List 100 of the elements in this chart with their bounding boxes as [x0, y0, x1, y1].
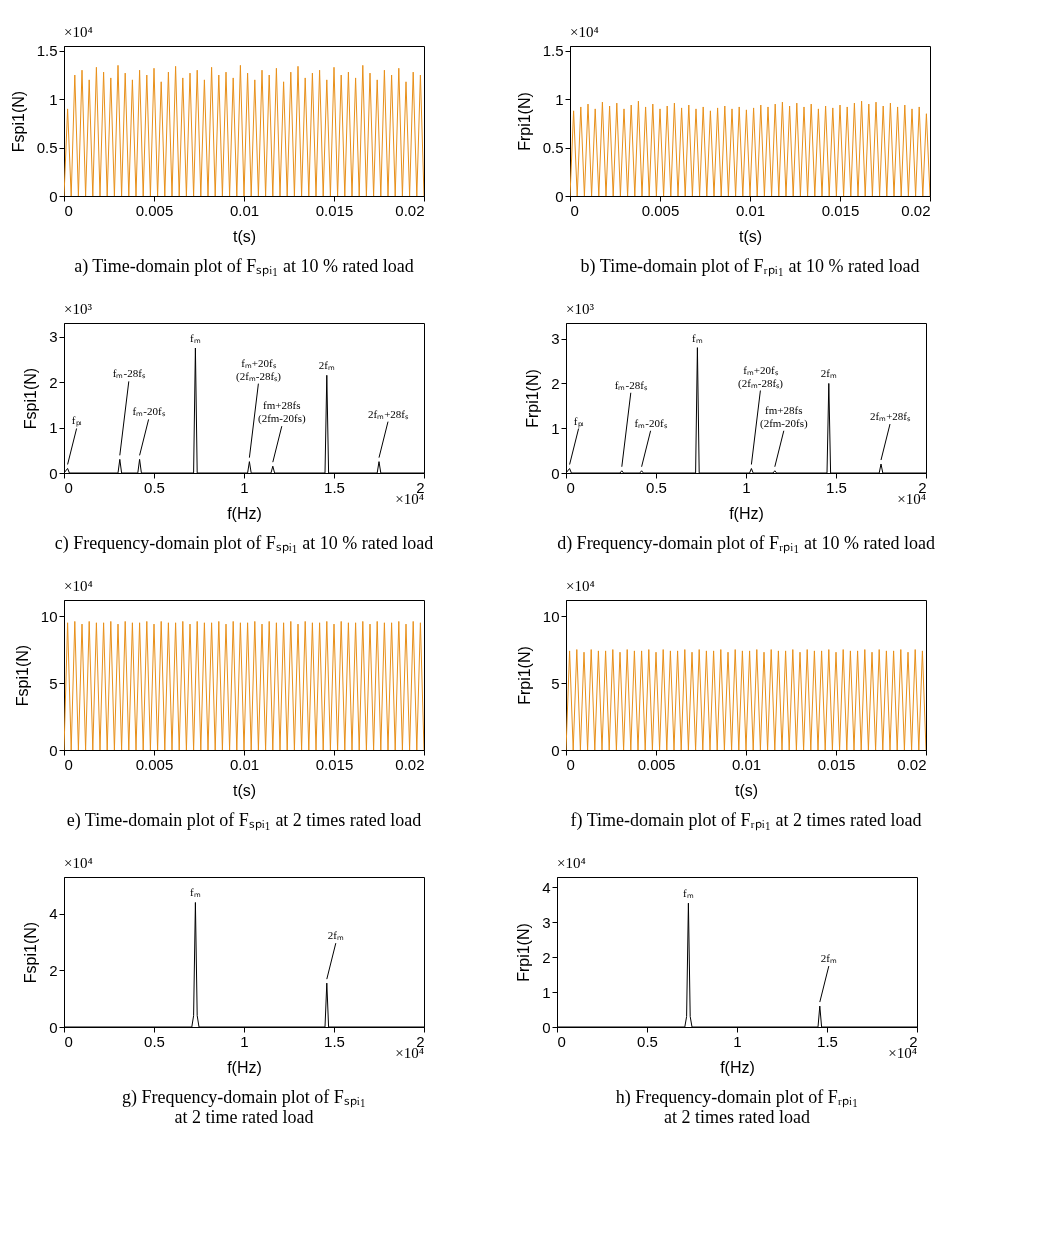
text: ×10³ [566, 301, 595, 317]
text: a) Time-domain plot of Fₛₚᵢ₁ at 10 % rated load [74, 256, 414, 277]
text: ×10⁴ [557, 855, 586, 871]
x-tick-label: 0.005 [637, 755, 676, 773]
y-tick-label: 0.5 [36, 139, 58, 157]
y-tick-label: 1.5 [542, 42, 564, 60]
x-tick-label: 0.5 [144, 478, 165, 496]
text: g) Frequency-domain plot of Fₛₚᵢ₁ at 2 time rated load [121, 1087, 367, 1127]
x-tick-label: 0.015 [315, 755, 354, 773]
x-tick-label: 0.02 [901, 201, 931, 219]
y-tick-label: 0 [551, 741, 560, 759]
line-series [64, 620, 424, 750]
x-tick-label: 0.015 [315, 201, 354, 219]
x-tick-label: 0.005 [135, 755, 174, 773]
x-axis-title: t(s) [734, 781, 759, 799]
annotation: fₚᵢ [71, 414, 82, 428]
text: e) Time-domain plot of Fₛₚᵢ₁ at 2 times rated load [66, 810, 422, 831]
x-tick-label: 0.01 [229, 201, 260, 219]
text: ×10⁴ [64, 578, 93, 594]
x-tick-label: 1 [240, 1032, 249, 1050]
x-tick-label: 0 [64, 201, 73, 219]
annotation: fₘ [190, 332, 201, 344]
text: ×10⁴ [570, 24, 599, 40]
y-axis-title: Fspi1(N) [22, 921, 40, 984]
x-tick-label: 1.5 [324, 1032, 345, 1050]
x-tick-label: 0.5 [637, 1032, 658, 1050]
y-axis-title: Fspi1(N) [22, 367, 40, 430]
text: c) Frequency-domain plot of Fₛₚᵢ₁ at 10 % rated load [54, 533, 434, 554]
x-tick-label: 0 [566, 478, 575, 496]
x-tick-label: 0.5 [646, 478, 667, 496]
line-series [64, 64, 424, 196]
annotation: fₘ [190, 886, 201, 899]
annotation: fₘ+20fₛ (2fₘ-28fₛ) [737, 363, 784, 390]
y-tick-label: 0.5 [542, 139, 564, 157]
y-tick-label: 10 [542, 607, 560, 625]
x-tick-label: 0 [566, 755, 575, 773]
annotation: fₘ-28fₛ [614, 378, 648, 391]
text: ×10⁴ [566, 578, 595, 594]
x-tick-label: 0.01 [229, 755, 260, 773]
x-tick-label: 0.01 [731, 755, 762, 773]
annotation: 2fₘ+28fₛ [367, 407, 410, 420]
annotation: fₘ-20fₛ [634, 416, 668, 429]
x-axis-title: f(Hz) [720, 1058, 755, 1076]
y-tick-label: 5 [551, 674, 560, 692]
y-tick-label: 10 [40, 607, 58, 625]
line-series [566, 649, 926, 750]
x-axis-title: t(s) [738, 227, 763, 245]
annotation: fₘ-28fₛ [112, 367, 146, 380]
y-tick-label: 0 [49, 187, 58, 205]
annotation: 2fₘ [327, 929, 344, 942]
y-tick-label: 1.5 [36, 42, 58, 60]
x-tick-label: 0.02 [395, 755, 425, 773]
y-tick-label: 1 [555, 90, 564, 108]
annotation: fₚᵢ [573, 414, 584, 428]
y-tick-label: 2 [49, 961, 58, 979]
x-tick-label: 1.5 [817, 1032, 838, 1050]
y-tick-label: 0 [49, 741, 58, 759]
annotation: 2fₘ+28fₛ [869, 410, 912, 423]
annotation: fₘ [692, 331, 703, 344]
y-tick-label: 4 [542, 878, 551, 896]
y-tick-label: 1 [551, 419, 560, 437]
annotation: fₘ-20fₛ [132, 405, 166, 418]
text: ×10⁴ [395, 1045, 424, 1061]
y-tick-label: 0 [542, 1018, 551, 1036]
y-tick-label: 3 [49, 328, 58, 346]
x-tick-label: 0.01 [735, 201, 766, 219]
annotation: fm+28fs (2fm-20fs) [759, 403, 808, 430]
x-tick-label: 0.005 [641, 201, 680, 219]
annotation: 2fₘ [318, 359, 335, 372]
x-tick-label: 1 [733, 1032, 742, 1050]
x-tick-label: 1 [240, 478, 249, 496]
text: ×10³ [64, 301, 93, 317]
y-tick-label: 2 [551, 374, 560, 392]
x-tick-label: 1 [742, 478, 751, 496]
x-tick-label: 0.5 [144, 1032, 165, 1050]
y-axis-title: Frpi1(N) [515, 92, 533, 151]
x-tick-label: 0.02 [897, 755, 927, 773]
x-tick-label: 0 [64, 478, 73, 496]
x-axis-title: t(s) [232, 227, 257, 245]
x-tick-label: 0.015 [821, 201, 860, 219]
x-tick-label: 1.5 [324, 478, 345, 496]
y-tick-label: 5 [49, 674, 58, 692]
x-axis-title: f(Hz) [227, 504, 262, 522]
y-tick-label: 3 [551, 330, 560, 348]
text: f) Time-domain plot of Fᵣₚᵢ₁ at 2 times rated load [570, 810, 922, 831]
y-tick-label: 3 [542, 913, 551, 931]
x-axis-title: f(Hz) [227, 1058, 262, 1076]
line-series [570, 100, 930, 196]
text: ×10⁴ [64, 855, 93, 871]
annotation: fm+28fs (2fm-20fs) [257, 399, 306, 426]
x-tick-label: 0.02 [395, 201, 425, 219]
text: b) Time-domain plot of Fᵣₚᵢ₁ at 10 % rated load [580, 256, 920, 277]
text: h) Frequency-domain plot of Fᵣₚᵢ₁ at 2 times rated load [615, 1087, 859, 1127]
annotation: 2fₘ [820, 952, 837, 965]
y-tick-label: 0 [49, 1018, 58, 1036]
text: ×10⁴ [897, 491, 926, 507]
annotation: fₘ+20fₛ (2fₘ-28fₛ) [235, 356, 282, 383]
y-axis-title: Frpi1(N) [515, 646, 533, 705]
y-tick-label: 0 [551, 464, 560, 482]
y-tick-label: 1 [542, 983, 551, 1001]
